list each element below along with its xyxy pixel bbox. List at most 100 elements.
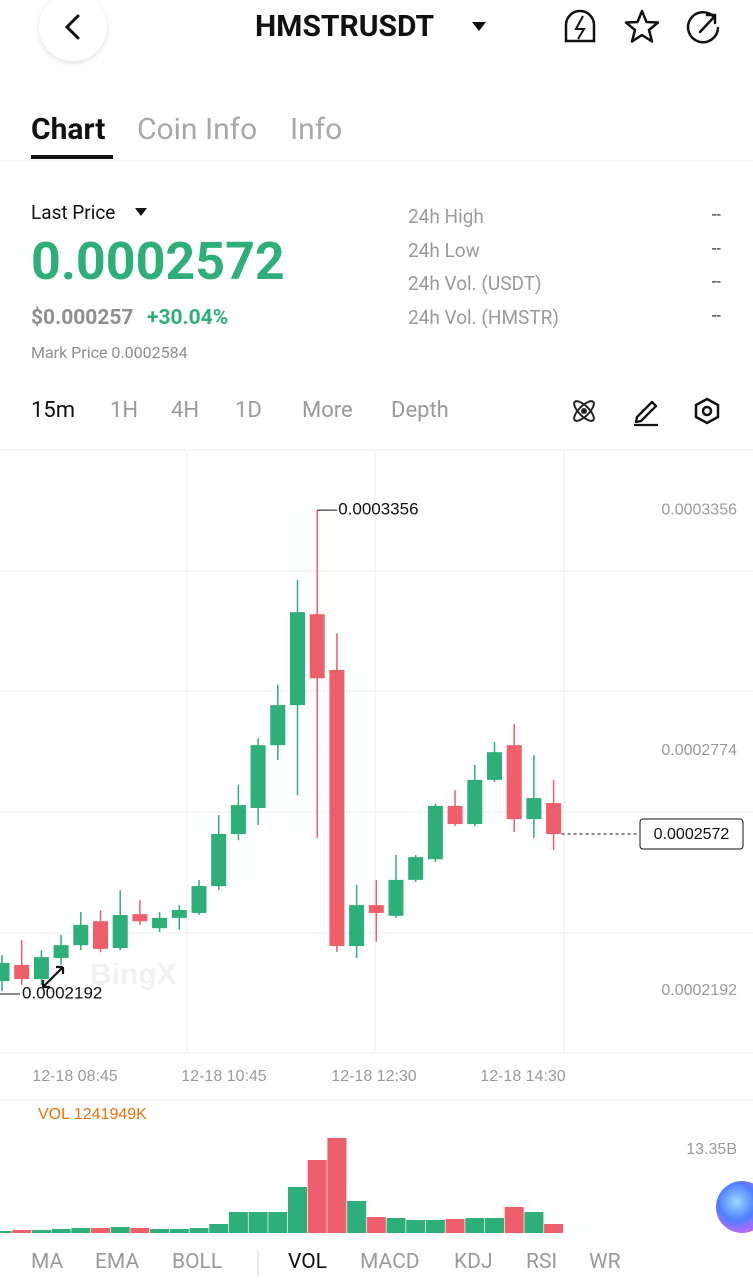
timeframe[interactable]: 15m [31,398,76,423]
volume-bar [485,1218,504,1233]
ai-icon[interactable] [571,398,596,423]
tab[interactable]: Coin Info [137,112,258,147]
watermark: BingX [90,958,177,991]
favorite-icon[interactable] [624,9,660,43]
y-tick-label: 13.35B [686,1141,737,1158]
volume-bar [228,1211,248,1233]
stat-label: 24h Vol. (HMSTR) [408,306,559,330]
volume-title: VOL 1241949K [38,1106,147,1123]
x-tick-label: 12-18 08:45 [32,1068,118,1085]
candle-body [250,745,266,808]
volume-bar [12,1230,32,1233]
candle-body [388,879,404,916]
indicator[interactable]: KDJ [454,1250,493,1274]
volume-bar [406,1220,426,1233]
stat-label: 24h Low [408,238,480,262]
price-tag-label: 0.0002572 [654,826,730,843]
volume-bar [504,1207,524,1233]
y-tick-label: 0.0002774 [661,742,737,759]
candle-body [526,798,542,820]
assistant-button[interactable] [716,1181,753,1233]
alert-icon[interactable] [564,9,596,43]
indicator[interactable]: MACD [360,1250,420,1274]
settings-icon[interactable] [694,397,720,425]
candle-body [112,914,128,949]
candle-body [329,669,345,946]
price-tag [639,818,744,850]
volume-bar [130,1228,150,1233]
draw-icon[interactable] [634,400,658,427]
stat-value: -- [711,205,721,225]
volume-bar [189,1228,209,1233]
volume-bar [347,1200,367,1233]
y-tick-label: 0.0003356 [661,501,737,518]
title-dropdown[interactable] [472,22,486,31]
x-tick-label: 12-18 14:30 [480,1068,566,1085]
back-button[interactable] [39,0,107,61]
share-icon[interactable] [686,10,720,44]
expand-icon[interactable] [41,965,65,989]
back-icon [64,14,80,40]
volume-bar [366,1217,386,1233]
timeframe[interactable]: 4H [171,398,200,423]
indicator[interactable]: VOL [288,1250,327,1274]
x-tick-label: 12-18 10:45 [181,1068,267,1085]
volume-bar [268,1211,288,1233]
volume-bar [465,1218,485,1233]
candle-body [191,886,207,913]
stat-label: 24h Vol. (USDT) [408,272,542,296]
tab[interactable]: Chart [31,112,106,147]
stat-label: 24h High [408,205,484,228]
volume-bar [51,1229,71,1233]
indicator[interactable]: BOLL [172,1250,223,1274]
timeframe[interactable]: More [302,398,353,423]
candle-body [93,921,108,949]
tab[interactable]: Info [290,112,343,147]
volume-bar [524,1211,544,1233]
indicator[interactable]: EMA [95,1250,140,1274]
candle-body [152,917,168,929]
volume-bar [31,1230,51,1233]
candle-body [487,752,502,780]
candle-body [506,745,522,820]
indicator[interactable]: RSI [526,1250,558,1274]
volume-bar [425,1220,445,1233]
candle-body [33,957,49,980]
candle-body [290,612,305,706]
price-dropdown[interactable] [135,208,147,216]
candle-body [427,805,443,860]
indicator[interactable]: MA [31,1250,64,1274]
page-title: HMSTRUSDT [255,9,435,44]
volume-bar [327,1137,347,1233]
stat-value: -- [711,238,721,259]
usd-price: $0.000257 [31,306,134,330]
volume-bar [0,1231,12,1233]
candle-body [73,924,89,946]
low-label: 0.0002192 [22,984,102,1003]
volume-bar [288,1186,307,1233]
timeframe[interactable]: 1H [110,398,139,423]
volume-bar [445,1219,465,1233]
indicator[interactable]: WR [589,1250,621,1274]
volume-bar [248,1211,268,1233]
price-label[interactable]: Last Price [31,201,116,224]
candle-body [14,964,30,980]
candle-body [211,834,227,887]
x-tick-label: 12-18 12:30 [331,1068,417,1085]
candle-body [132,914,148,922]
candle-body [349,905,365,946]
candle-body [546,803,562,835]
timeframe[interactable]: 1D [235,398,262,423]
candle-body [467,779,483,825]
candle-body [0,962,10,982]
volume-bar [71,1228,91,1233]
y-tick-label: 0.0002192 [661,982,737,999]
mark-price: Mark Price 0.0002584 [31,343,188,362]
candle-body [408,857,424,880]
timeframe[interactable]: Depth [391,398,449,423]
volume-bar [169,1229,189,1233]
last-price: 0.0002572 [31,231,285,292]
candle-body [171,910,187,918]
